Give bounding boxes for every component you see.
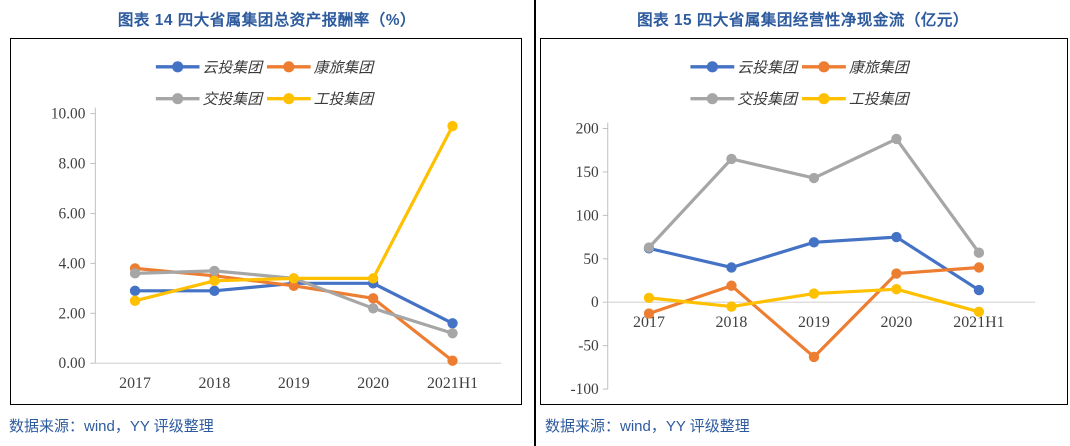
data-point-marker: [368, 293, 379, 304]
y-tick-label: 0: [591, 294, 599, 311]
data-point-marker: [447, 318, 458, 329]
x-tick-label: 2017: [119, 375, 151, 392]
legend-label: 交投集团: [737, 91, 799, 108]
y-tick-label: 4.00: [59, 255, 86, 272]
x-tick-label: 2019: [278, 375, 310, 392]
data-point-marker: [891, 268, 902, 279]
data-point-marker: [209, 275, 220, 287]
data-point-marker: [891, 284, 902, 295]
y-tick-label: -50: [578, 338, 599, 355]
data-point-marker: [726, 280, 737, 291]
data-point-marker: [726, 153, 737, 165]
series-line: [647, 137, 981, 254]
data-point-marker: [808, 288, 820, 299]
data-point-marker: [891, 133, 902, 145]
chart14-canvas: 0.00 2.00 4.00 6.00 8.00 10.00 2017 2018 2019 202…: [51, 59, 502, 392]
chart14-plot-frame: 0.00 2.00 4.00 6.00 8.00 10.00 2017 2018 2019 202…: [10, 38, 522, 405]
x-tick-label: 2021H1: [427, 375, 478, 392]
data-point-marker: [447, 328, 458, 339]
data-point-marker: [726, 262, 737, 273]
y-tick-label: 200: [576, 120, 599, 137]
y-tick-label: 100: [576, 207, 599, 224]
legend-label: 交投集团: [202, 91, 264, 108]
x-tick-label: 2018: [716, 314, 748, 331]
panel-divider: [534, 0, 536, 446]
legend-marker-dot: [172, 61, 184, 73]
legend-label: 工投集团: [314, 91, 376, 108]
chart15-source-note: 数据来源：wind，YY 评级整理: [545, 418, 750, 435]
data-point-marker: [643, 292, 655, 304]
data-point-marker: [973, 262, 985, 273]
data-point-marker: [209, 285, 220, 297]
legend-label: 云投集团: [737, 59, 799, 76]
data-point-marker: [129, 285, 141, 297]
chart15-canvas: -100 -50 0 50 100 150 200 2017 2018 2019 2020 2021H…: [571, 59, 1036, 398]
legend-marker-dot: [818, 93, 830, 105]
data-point-marker: [368, 273, 379, 284]
legend-marker-dot: [706, 61, 718, 73]
data-point-marker: [209, 265, 220, 277]
series-line: [648, 265, 980, 359]
data-point-marker: [973, 284, 985, 296]
y-tick-label: 50: [583, 251, 599, 268]
chart14-title: 图表 14 四大省属集团总资产报酬率（%）: [117, 12, 417, 29]
legend-marker-dot: [706, 93, 718, 105]
legend-label: 云投集团: [202, 59, 264, 76]
x-tick-label: 2018: [199, 375, 231, 392]
data-point-marker: [808, 237, 820, 248]
data-point-marker: [891, 231, 902, 243]
data-point-marker: [447, 355, 458, 366]
x-tick-label: 2020: [357, 375, 389, 392]
data-point-marker: [808, 351, 820, 363]
y-tick-label: 6.00: [59, 205, 86, 222]
data-point-marker: [288, 280, 299, 292]
x-tick-label: 2021H1: [953, 314, 1004, 331]
x-tick-label: 2019: [798, 314, 830, 331]
data-point-marker: [447, 120, 458, 132]
y-tick-label: 10.00: [51, 106, 86, 123]
y-tick-label: 8.00: [59, 155, 86, 172]
y-tick-label: 150: [576, 164, 599, 181]
data-point-marker: [368, 303, 379, 314]
data-point-marker: [973, 247, 985, 258]
chart15-title: 图表 15 四大省属集团经营性净现金流（亿元）: [637, 12, 969, 29]
y-tick-label: 2.00: [59, 305, 86, 322]
data-point-marker: [643, 242, 655, 253]
legend-label: 工投集团: [849, 91, 911, 108]
data-point-marker: [129, 295, 141, 306]
data-point-marker: [726, 301, 737, 312]
panel-chart14: 图表 14 四大省属集团总资产报酬率（%） 0.00 2.00 4.00 6.00 8.…: [0, 0, 534, 446]
panel-chart15: 图表 15 四大省属集团经营性净现金流（亿元） -100 -50 0 50 100 150…: [536, 0, 1070, 446]
chart14-source-note: 数据来源：wind，YY 评级整理: [9, 418, 214, 435]
data-point-marker: [129, 268, 141, 279]
y-tick-label: -100: [571, 381, 600, 398]
x-tick-label: 2020: [881, 314, 913, 331]
legend-marker-dot: [172, 93, 184, 105]
chart15-plot-frame: -100 -50 0 50 100 150 200 2017 2018 2019 2020 2021H…: [540, 38, 1068, 405]
legend-marker-dot: [818, 61, 830, 73]
legend-marker-dot: [283, 93, 295, 105]
data-point-marker: [808, 172, 820, 184]
legend-label: 康旅集团: [849, 59, 911, 76]
data-point-marker: [973, 306, 985, 317]
legend-marker-dot: [283, 61, 295, 73]
data-point-marker: [643, 308, 655, 319]
data-point-marker: [288, 273, 299, 284]
legend-label: 康旅集团: [314, 59, 376, 76]
x-tick-label: 2017: [633, 314, 665, 331]
y-tick-label: 0.00: [59, 355, 86, 372]
